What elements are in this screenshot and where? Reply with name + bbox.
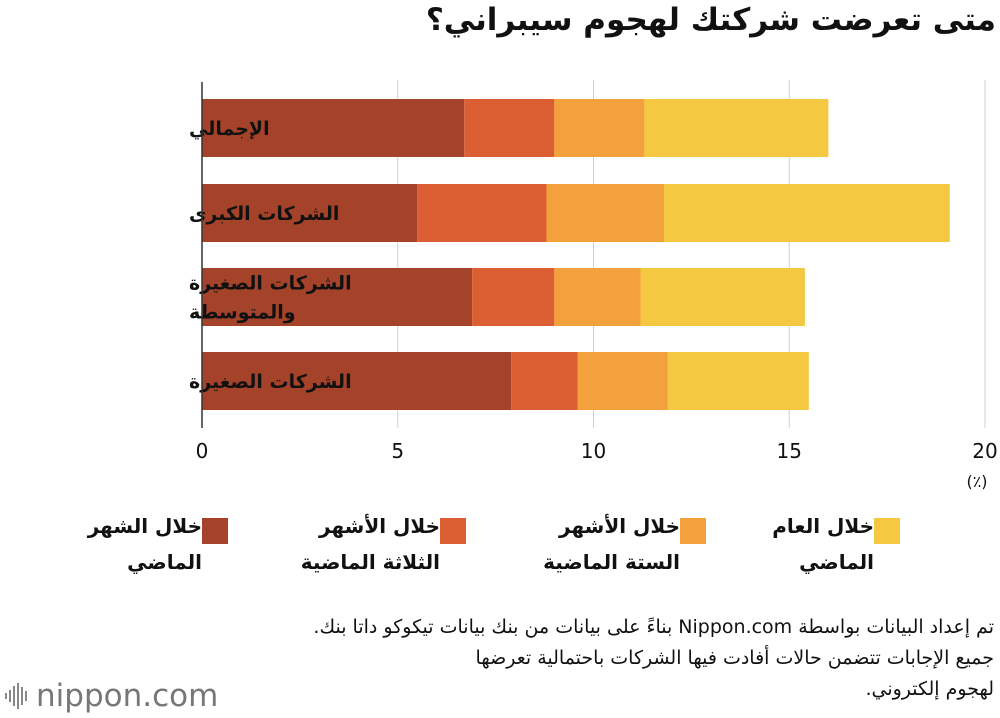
chart-title: متى تعرضت شركتك لهجوم سيبراني؟ [425,2,996,38]
x-tick-label: 10 [581,439,606,463]
x-axis-ticks: 0 5 10 15 20 [196,439,998,463]
legend-swatch [440,518,466,544]
legend: خلال الشهر الماضي خلال الأشهر الثلاثة ال… [0,508,1000,598]
footnote-line: جميع الإجابات تتضمن حالات أفادت فيها الش… [475,647,994,669]
x-tick-label: 0 [196,439,209,463]
bar-segment [202,99,465,157]
legend-swatch [680,518,706,544]
nippon-logo: nippon.com [4,676,218,716]
legend-label: خلال الشهر الماضي [87,514,202,574]
bar-segment [417,184,547,242]
legend-item-last-six-months: خلال الأشهر الستة الماضية [528,508,706,580]
stacked-bar-chart: الإجمالي الشركات الكبرى الشركات الصغيرة وال… [189,80,998,491]
x-tick-label: 5 [391,439,404,463]
x-tick-label: 20 [972,439,997,463]
bar-segment [577,352,668,410]
bar-segment [640,268,805,326]
bar-segment [667,352,809,410]
legend-swatch [874,518,900,544]
bar-segment [464,99,555,157]
legend-label: خلال العام الماضي [772,514,874,574]
bar-segment [202,268,473,326]
bar-segment [663,184,950,242]
legend-item-last-three-months: خلال الأشهر الثلاثة الماضية [288,508,466,580]
bar-segment [546,184,664,242]
category-label: الإجمالي [189,118,270,140]
bar-segment [472,268,555,326]
category-label: الشركات الصغيرة [189,371,352,393]
legend-item-last-year: خلال العام الماضي [722,508,900,580]
bar-segment [554,268,641,326]
footnote-line: تم إعداد البيانات بواسطة Nippon.com بناء… [313,616,994,638]
footnote: تم إعداد البيانات بواسطة Nippon.com بناء… [4,612,994,705]
footnote-line: لهجوم إلكتروني. [865,678,994,700]
category-label: الشركات الكبرى [189,203,339,225]
bar-segment [554,99,645,157]
legend-label: خلال الأشهر الستة الماضية [543,514,680,574]
bar-segment [644,99,829,157]
category-label: الشركات الصغيرة والمتوسطة [189,273,352,324]
legend-item-last-month: خلال الشهر الماضي [50,508,228,580]
legend-label: خلال الأشهر الثلاثة الماضية [300,514,440,574]
legend-swatch [202,518,228,544]
x-tick-label: 15 [777,439,802,463]
unit-label: (٪) [966,472,987,491]
category-labels: الإجمالي الشركات الكبرى الشركات الصغيرة وال… [189,118,352,393]
bar-segment [202,184,418,242]
bar-segment [202,352,512,410]
logo-text: nippon.com [36,678,219,714]
bar-segment [511,352,578,410]
bars [202,99,950,410]
logo-mark-icon [5,683,27,709]
